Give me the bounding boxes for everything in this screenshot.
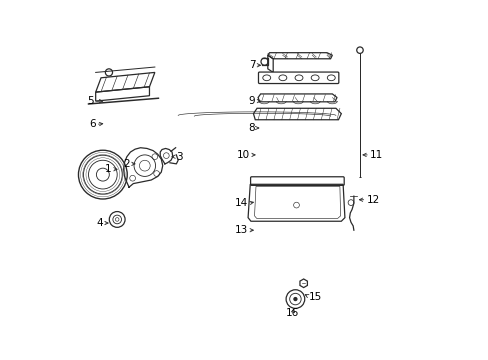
Text: 8: 8	[248, 123, 255, 133]
Text: 1: 1	[105, 164, 112, 174]
Text: 12: 12	[366, 195, 379, 205]
Text: 10: 10	[236, 150, 249, 160]
Text: 6: 6	[89, 120, 96, 129]
Text: 3: 3	[176, 152, 183, 162]
Text: 5: 5	[87, 96, 94, 106]
Text: 2: 2	[123, 159, 129, 169]
Text: 16: 16	[285, 308, 299, 318]
FancyBboxPatch shape	[258, 72, 338, 84]
Text: 4: 4	[96, 218, 102, 228]
Circle shape	[293, 297, 297, 301]
Text: 13: 13	[234, 225, 247, 235]
FancyBboxPatch shape	[250, 177, 344, 185]
Text: 14: 14	[234, 198, 247, 208]
Text: 15: 15	[308, 292, 322, 302]
Text: 7: 7	[248, 60, 255, 70]
Text: 9: 9	[248, 96, 255, 106]
Text: 11: 11	[369, 150, 383, 160]
